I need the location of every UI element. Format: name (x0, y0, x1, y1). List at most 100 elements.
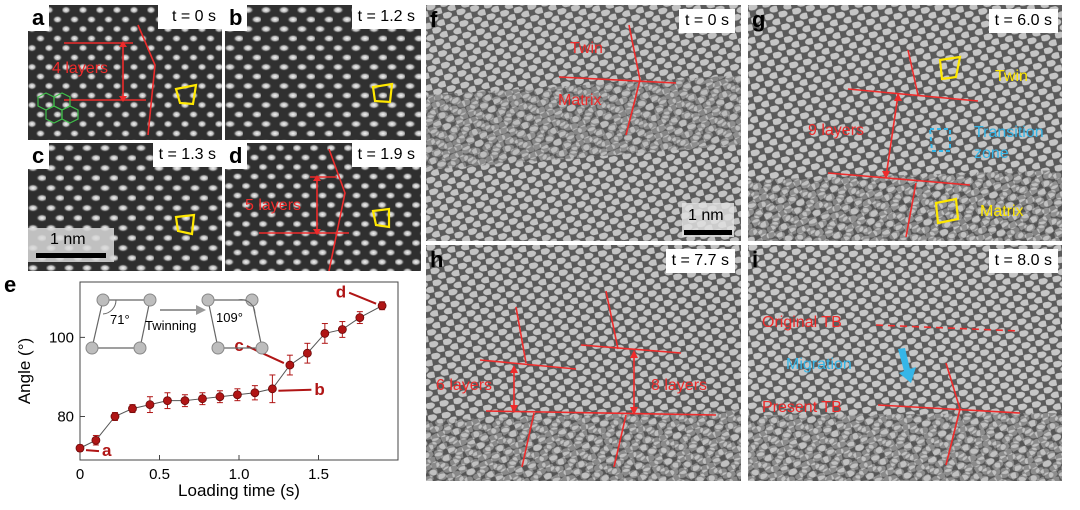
scale-bar-label-f: 1 nm (688, 207, 724, 224)
annotation-label-a: a (102, 441, 112, 460)
twin-label-g: Twin (995, 68, 1028, 85)
x-tick-label: 0.5 (149, 466, 170, 483)
y-axis-label: Angle (°) (15, 338, 34, 404)
atom (143, 293, 157, 307)
atom (85, 341, 99, 355)
panel-letter-i: i (752, 247, 759, 272)
time-label-a: t = 0 s (157, 5, 222, 29)
matrix-label-f: Matrix (558, 92, 602, 109)
panel-f: f t = 0 s Twin Matrix 1 nm (426, 5, 741, 241)
angle-arc-before (102, 299, 117, 315)
migration-label: Migration (786, 356, 852, 373)
data-point (198, 394, 207, 404)
twinning-label: Twinning (145, 318, 196, 333)
panel-i: i t = 8.0 s Original TB Migration Presen… (748, 245, 1062, 481)
twin-label-f: Twin (570, 40, 603, 57)
data-point (355, 313, 365, 322)
layers-label-g: 9 layers (808, 122, 865, 139)
plot-frame (79, 281, 399, 461)
data-point (267, 384, 277, 394)
chart-angle-vs-time: e 0 0.5 1.0 1.5 80 100 Loading time (s) Angle (°… (4, 272, 399, 500)
data-point (163, 396, 172, 406)
angle-after-label: 109° (216, 310, 243, 325)
migration-arrow (898, 348, 916, 383)
panel-h: h t = 7.7 s 6 layers 8 layers (426, 245, 741, 481)
annotation-arrow (246, 345, 285, 364)
y-tick-label: 80 (57, 408, 74, 425)
hrtem-image-f (426, 5, 741, 241)
scale-bar-label-c: 1 nm (50, 231, 86, 248)
series-line (79, 305, 383, 449)
panel-letter-f: f (430, 7, 438, 32)
data-point (377, 301, 387, 311)
layers-label-a: 4 layers (52, 60, 109, 77)
data-point (145, 400, 155, 410)
layers-label-d: 5 layers (245, 197, 302, 214)
data-point (250, 388, 260, 398)
atom (133, 341, 147, 355)
panel-a: a t = 0 s 4 layers (28, 5, 222, 140)
panel-b: b t = 1.2 s (225, 5, 421, 140)
panel-d: d t = 1.9 s 5 layers (225, 143, 421, 271)
transition-label-g-2: zone (974, 145, 1009, 162)
y-tick-label: 100 (49, 329, 74, 346)
panel-e: e 0 0.5 1.0 1.5 80 100 Loading time (s) Angle (°… (0, 270, 410, 505)
time-label-d: t = 1.9 s (351, 143, 421, 167)
panel-g: g t = 6.0 s Twin 9 layers Transition zon… (748, 5, 1062, 241)
data-point (128, 404, 137, 413)
x-tick-label: 0 (76, 466, 84, 483)
annotation-arrow (348, 291, 377, 305)
time-label-h: t = 7.7 s (665, 249, 735, 273)
x-axis-label: Loading time (s) (178, 481, 300, 500)
angle-arc-after (237, 299, 256, 315)
time-label-b: t = 1.2 s (351, 5, 421, 29)
data-point (215, 392, 225, 402)
twinning-arrowhead (196, 305, 206, 315)
data-point (320, 329, 330, 338)
atom (255, 341, 269, 355)
annotation-label-d: d (336, 283, 346, 302)
panel-letter-c: c (28, 143, 50, 169)
panel-c: c t = 1.3 s 1 nm (28, 143, 222, 271)
hrtem-image-i (748, 245, 1062, 481)
annotation-arrow (85, 449, 100, 453)
panel-letter-d: d (225, 143, 248, 169)
atom (96, 293, 110, 307)
panel-letter-h: h (430, 247, 444, 272)
scale-bar-f (684, 230, 732, 235)
matrix-label-g: Matrix (980, 203, 1024, 220)
data-point (75, 443, 85, 453)
panel-letter-a: a (28, 5, 50, 31)
present-tb-label: Present TB (762, 399, 842, 416)
time-label-i: t = 8.0 s (988, 249, 1058, 273)
panel-letter-g: g (752, 7, 766, 32)
annotation-label-b: b (314, 380, 324, 399)
data-point (285, 360, 295, 370)
original-tb-label: Original TB (762, 314, 842, 331)
x-tick-label: 1.5 (308, 466, 329, 483)
transition-label-g-1: Transition (974, 124, 1044, 141)
hrtem-image-h (426, 245, 741, 481)
atom (201, 293, 215, 307)
time-label-f: t = 0 s (678, 9, 735, 33)
time-value-a: t = 0 s (171, 8, 216, 25)
data-point (110, 412, 120, 421)
annotation-arrow (278, 388, 312, 392)
layers-label-h-left: 6 layers (436, 377, 493, 394)
angle-before-label: 71° (110, 312, 130, 327)
data-point (337, 325, 347, 334)
panel-letter-e: e (4, 272, 16, 297)
layers-label-h-right: 8 layers (651, 377, 708, 394)
annotation-label-c: c (234, 336, 243, 355)
panel-letter-b: b (225, 5, 248, 31)
data-point (302, 348, 312, 358)
data-point (180, 396, 190, 406)
scale-bar-c (36, 253, 106, 258)
inset-schematic: 71° Twinning 109° (85, 293, 269, 355)
data-point (233, 390, 242, 400)
x-tick-label: 1.0 (229, 466, 250, 483)
time-label-g: t = 6.0 s (988, 9, 1058, 33)
atom (211, 341, 225, 355)
hrtem-image-g (748, 5, 1062, 241)
data-point (91, 435, 101, 445)
